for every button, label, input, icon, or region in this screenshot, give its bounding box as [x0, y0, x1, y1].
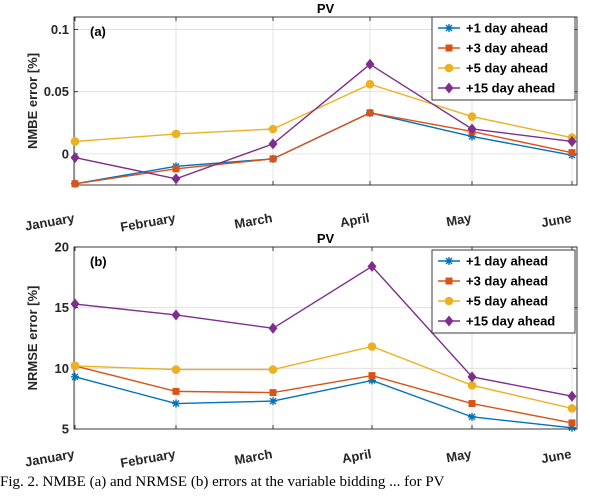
x-tick-label: January	[24, 446, 76, 470]
chart-title: PV	[317, 1, 335, 16]
x-tick-label: January	[24, 210, 76, 234]
data-point	[70, 137, 80, 146]
data-point	[368, 376, 376, 385]
y-tick-label: 15	[55, 300, 69, 315]
panel-label: (a)	[90, 24, 106, 39]
data-point	[172, 387, 180, 395]
series-line	[74, 112, 573, 185]
data-point	[467, 112, 477, 121]
legend-marker	[444, 315, 454, 327]
series-line	[74, 63, 573, 180]
y-tick-label: 20	[55, 240, 69, 255]
data-point	[171, 173, 181, 185]
axes-frame	[73, 16, 578, 186]
data-point	[567, 404, 577, 413]
data-point	[567, 135, 577, 147]
data-point	[367, 342, 377, 351]
y-tick-label: 0	[62, 146, 69, 161]
legend-label: +1 day ahead	[466, 254, 548, 269]
x-tick-label: March	[233, 446, 273, 467]
legend-label: +5 day ahead	[466, 61, 548, 76]
panel-label: (b)	[90, 254, 107, 269]
data-point	[171, 309, 181, 321]
legend-marker	[445, 24, 453, 32]
data-point	[567, 390, 577, 402]
data-point	[467, 123, 477, 135]
x-tick-label: May	[445, 210, 473, 229]
data-point	[71, 372, 79, 381]
data-point	[171, 365, 181, 374]
series-line	[74, 83, 573, 143]
data-point	[268, 322, 278, 334]
y-tick-label: 10	[55, 361, 69, 376]
data-point	[468, 412, 476, 421]
series-line	[74, 265, 573, 397]
data-point	[568, 149, 576, 157]
series-line	[74, 345, 573, 410]
data-point	[70, 298, 80, 310]
y-axis-label: NMBE error [%]	[25, 53, 40, 149]
x-tick-label: April	[341, 446, 373, 466]
legend-label: +15 day ahead	[466, 314, 555, 329]
data-point	[269, 389, 277, 397]
data-point	[269, 397, 277, 406]
x-tick-label: March	[233, 210, 273, 231]
nrmse-chart-panel: 5 10 15 20 January February March April May June N…	[24, 231, 578, 471]
data-point	[172, 399, 180, 408]
data-point	[365, 79, 375, 89]
data-point	[568, 423, 576, 432]
legend-marker	[444, 296, 454, 306]
data-point	[269, 155, 277, 163]
legend-label: +3 day ahead	[466, 274, 548, 289]
series-line	[74, 376, 573, 429]
data-point	[367, 260, 377, 272]
nmbe-chart-panel: 0 0.05 0.1 January February March April May June…	[24, 1, 578, 235]
data-point	[268, 124, 278, 134]
legend-label: +5 day ahead	[466, 294, 548, 309]
legend-box	[431, 249, 576, 334]
data-point	[172, 165, 180, 173]
x-tick-label: April	[339, 210, 371, 230]
x-tick-label: February	[119, 446, 177, 471]
data-point	[467, 381, 477, 390]
data-point	[568, 419, 576, 427]
legend-label: +1 day ahead	[466, 21, 548, 36]
y-axis-label: NRMSE error [%]	[25, 286, 40, 391]
x-tick-label: June	[540, 210, 572, 230]
figure-caption: Fig. 2. NMBE (a) and NRMSE (b) errors at…	[0, 474, 445, 490]
data-point	[468, 132, 476, 141]
legend-marker	[445, 277, 453, 285]
y-tick-label: 5	[62, 422, 69, 437]
data-point	[467, 371, 477, 383]
data-point	[368, 372, 376, 380]
data-point	[71, 180, 79, 188]
x-tick-label: June	[540, 446, 572, 466]
figure: 0 0.05 0.1 January February March April May June…	[24, 1, 578, 471]
data-point	[70, 152, 80, 164]
legend-box	[431, 16, 576, 101]
x-tick-label: May	[445, 446, 473, 465]
legend-marker	[445, 44, 453, 52]
legend-label: +15 day ahead	[466, 81, 555, 96]
axes-frame	[73, 246, 578, 430]
data-point	[468, 400, 476, 408]
chart-title: PV	[317, 231, 335, 246]
y-tick-label: 0.1	[51, 22, 69, 37]
legend-label: +3 day ahead	[466, 41, 548, 56]
data-point	[268, 138, 278, 150]
data-point	[366, 109, 374, 117]
data-point	[365, 58, 375, 70]
y-tick-label: 0.05	[44, 84, 69, 99]
legend-marker	[445, 257, 453, 265]
data-point	[171, 129, 181, 139]
x-tick-label: February	[119, 210, 177, 235]
data-point	[268, 365, 278, 374]
series-line	[74, 365, 573, 424]
legend-marker	[444, 82, 454, 94]
data-point	[70, 361, 80, 371]
legend-marker	[444, 63, 454, 73]
